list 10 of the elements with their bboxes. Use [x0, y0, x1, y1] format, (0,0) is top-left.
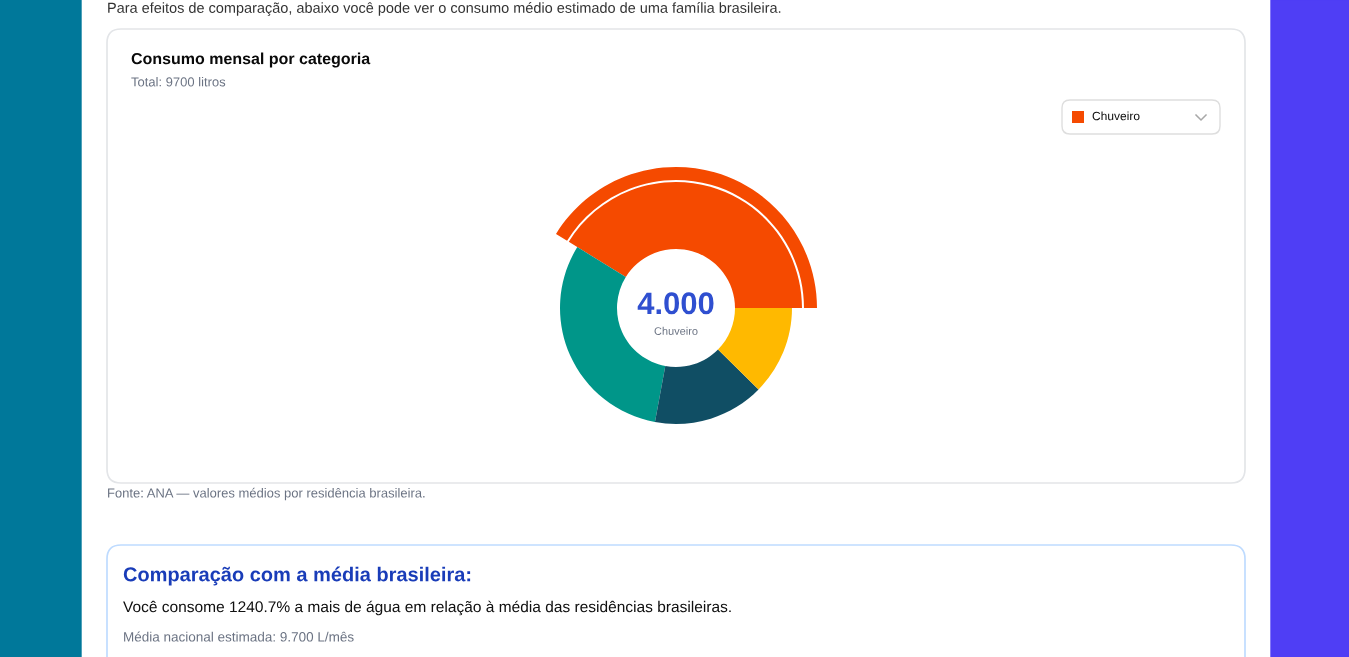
text: 4.000 [637, 292, 714, 315]
text: Você consome 1240.7% a mais de água em relação à média das residências brasileiras. [123, 600, 731, 616]
text: Média nacional estimada: 9.700 L/mês [124, 631, 354, 642]
category-label: Chuveiro [654, 326, 698, 335]
legend-label: Chuveiro [1092, 111, 1140, 121]
text: Para efeitos de comparação, abaixo você pode ver o consumo médio estimado de uma família brasileira. [108, 2, 781, 16]
text: Comparação com a média brasileira: [123, 566, 471, 586]
source-note: Fonte: ANA — valores médios por residência brasileira. [108, 487, 425, 501]
text: Total: 9700 litros [131, 76, 226, 87]
text: Consumo mensal por categoria [131, 52, 371, 68]
